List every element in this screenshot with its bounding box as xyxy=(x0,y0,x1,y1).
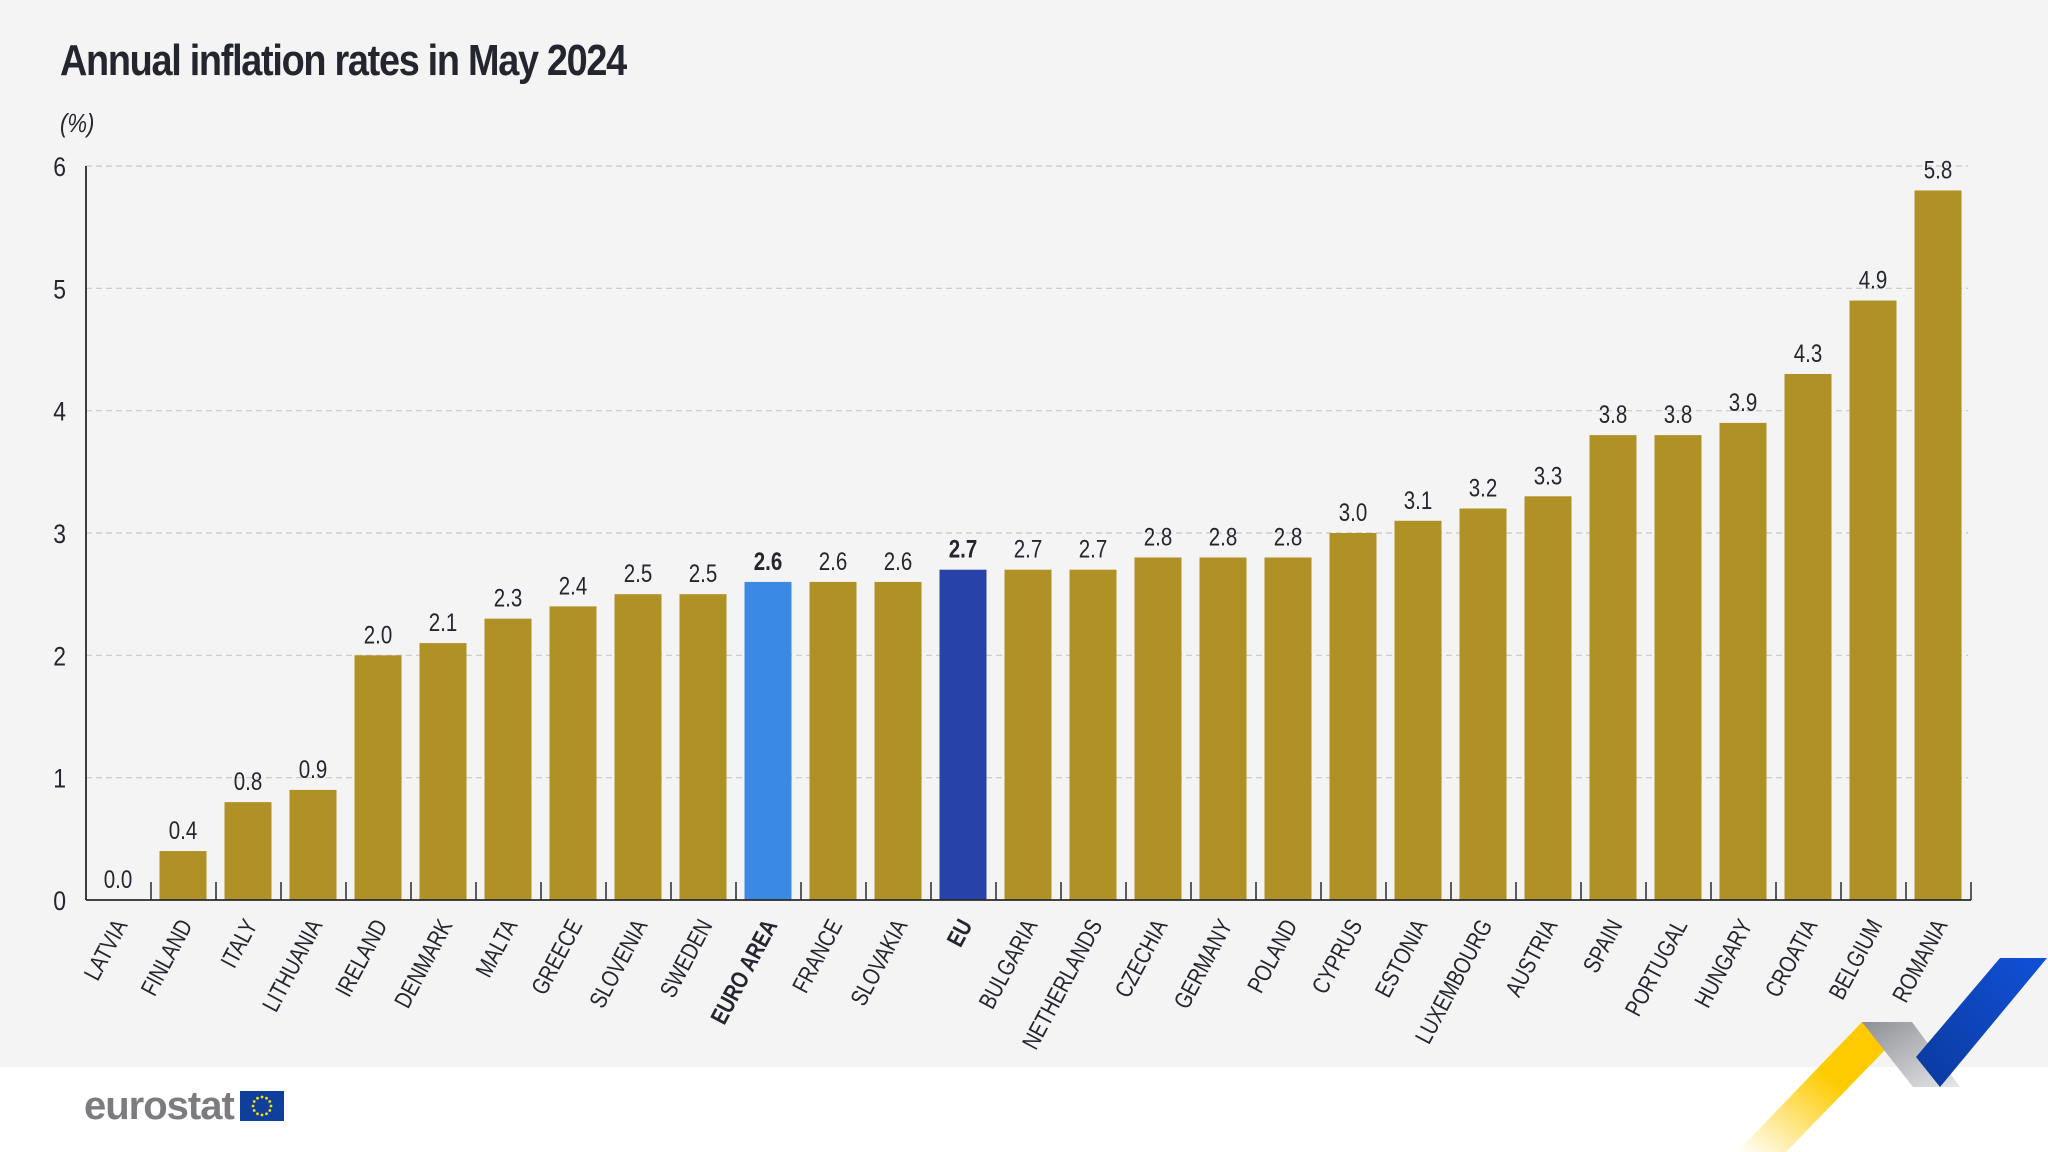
value-label: 3.8 xyxy=(1599,400,1627,428)
value-label: 4.9 xyxy=(1859,266,1887,294)
axes xyxy=(85,166,1972,901)
bar-cyprus xyxy=(1329,533,1377,900)
value-label: 2.4 xyxy=(559,571,588,599)
bar-hungary xyxy=(1719,422,1767,900)
value-label: 2.3 xyxy=(494,584,522,612)
bar-croatia xyxy=(1784,373,1832,900)
bar-slovenia xyxy=(614,594,662,900)
bar-belgium xyxy=(1849,300,1897,901)
y-tick-label: 0 xyxy=(53,886,66,916)
value-label: 0.4 xyxy=(169,816,198,844)
value-label: 2.0 xyxy=(364,620,392,648)
bar-euro-area xyxy=(744,581,792,900)
chart-title: Annual inflation rates in May 2024 xyxy=(60,36,627,85)
flag-star xyxy=(268,1109,272,1112)
bar-austria xyxy=(1524,496,1572,900)
value-label: 2.5 xyxy=(689,559,717,587)
ribbon-yellow-stripe xyxy=(1737,1022,1912,1152)
flag-star xyxy=(255,1096,259,1100)
value-label: 2.1 xyxy=(429,608,457,636)
bar-greece xyxy=(549,606,597,900)
y-tick-label: 2 xyxy=(53,642,66,672)
y-tick-label: 1 xyxy=(53,764,66,794)
bar-spain xyxy=(1589,435,1637,900)
y-tick-label: 4 xyxy=(53,397,66,427)
flag-star xyxy=(252,1100,256,1103)
value-label: 2.7 xyxy=(949,535,977,563)
value-label: 2.7 xyxy=(1014,535,1042,563)
bar-denmark xyxy=(419,643,467,900)
value-label: 2.6 xyxy=(819,547,847,575)
flag-star xyxy=(264,1096,268,1100)
bar-ireland xyxy=(354,655,402,900)
value-label: 3.0 xyxy=(1339,498,1367,526)
bar-romania xyxy=(1914,190,1962,900)
y-tick-label: 5 xyxy=(53,275,66,305)
flag-star xyxy=(264,1112,268,1116)
value-label: 2.7 xyxy=(1079,535,1107,563)
bar-finland xyxy=(159,851,207,900)
bar-poland xyxy=(1264,557,1312,900)
bar-lithuania xyxy=(289,789,337,900)
value-label: 3.3 xyxy=(1534,461,1562,489)
value-label: 3.9 xyxy=(1729,388,1757,416)
y-tick-label: 3 xyxy=(53,519,66,549)
bar-luxembourg xyxy=(1459,508,1507,900)
value-label: 3.1 xyxy=(1404,486,1432,514)
flag-star xyxy=(255,1112,259,1116)
value-label: 0.8 xyxy=(234,767,262,795)
value-label: 2.6 xyxy=(754,547,782,575)
bar-czechia xyxy=(1134,557,1182,900)
flag-star xyxy=(260,1113,264,1117)
value-label: 0.0 xyxy=(104,865,132,893)
value-label: 5.8 xyxy=(1924,156,1952,184)
value-label: 2.8 xyxy=(1274,523,1302,551)
ribbon-blue-stripe xyxy=(1916,958,2047,1087)
flag-star xyxy=(269,1104,273,1108)
eurostat-logo-text: eurostat xyxy=(84,1084,235,1128)
bar-estonia xyxy=(1394,520,1442,900)
bar-france xyxy=(809,581,857,900)
y-axis-tick-labels: 0 1 2 3 4 5 6 xyxy=(53,152,66,916)
flag-star xyxy=(260,1095,264,1099)
bar-portugal xyxy=(1654,435,1702,900)
flag-star xyxy=(252,1109,256,1112)
value-label: 2.6 xyxy=(884,547,912,575)
y-tick-label: 6 xyxy=(53,152,66,182)
bar-germany xyxy=(1199,557,1247,900)
eurostat-logo: eurostat xyxy=(84,1086,284,1126)
value-label: 2.5 xyxy=(624,559,652,587)
value-label: 0.9 xyxy=(299,755,327,783)
bars xyxy=(159,190,1962,901)
eu-flag-icon xyxy=(239,1091,284,1121)
y-axis-unit-label: (%) xyxy=(60,108,95,138)
value-label: 2.8 xyxy=(1144,523,1172,551)
value-label: 3.2 xyxy=(1469,474,1497,502)
bar-malta xyxy=(484,618,532,900)
value-label: 4.3 xyxy=(1794,339,1822,367)
value-labels: 0.0 0.4 0.8 0.9 2.0 2.1 2.3 2.4 2.5 2.5 2.6 2.6 2.6 2… xyxy=(104,156,1952,894)
bar-italy xyxy=(224,802,272,900)
flag-star xyxy=(268,1100,272,1103)
bar-bulgaria xyxy=(1004,569,1052,900)
value-label: 2.8 xyxy=(1209,523,1237,551)
bar-slovakia xyxy=(874,581,922,900)
flag-star xyxy=(251,1104,255,1108)
value-label: 3.8 xyxy=(1664,400,1692,428)
bar-eu xyxy=(939,569,987,900)
bar-sweden xyxy=(679,594,727,900)
bar-netherlands xyxy=(1069,569,1117,900)
